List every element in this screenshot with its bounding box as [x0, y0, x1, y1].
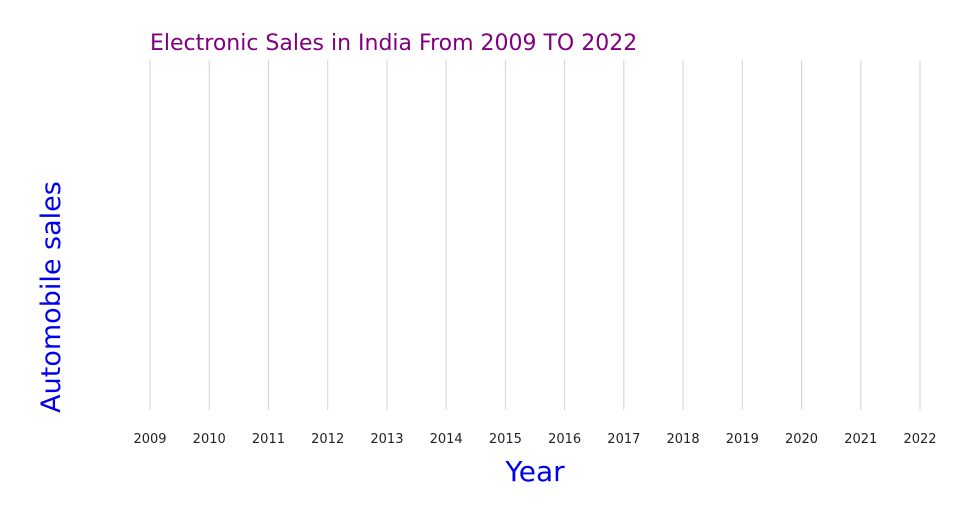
- x-tick-2019: 2019: [726, 432, 759, 447]
- x-tick-2014: 2014: [430, 432, 463, 447]
- x-tick-2013: 2013: [370, 432, 403, 447]
- x-axis-label: Year: [504, 455, 565, 488]
- x-tick-2022: 2022: [903, 432, 936, 447]
- x-tick-2016: 2016: [548, 432, 581, 447]
- vertical-grid: [149, 60, 921, 410]
- x-tick-2011: 2011: [252, 432, 285, 447]
- x-tick-2009: 2009: [133, 432, 166, 447]
- x-tick-2021: 2021: [844, 432, 877, 447]
- x-tick-2015: 2015: [489, 432, 522, 447]
- chart-title: Electronic Sales in India From 2009 TO 2…: [150, 31, 637, 56]
- x-tick-2018: 2018: [667, 432, 700, 447]
- x-tick-2020: 2020: [785, 432, 818, 447]
- x-tick-2017: 2017: [607, 432, 640, 447]
- y-axis-label: Automobile sales: [36, 181, 67, 413]
- x-tick-labels: 2009 2010 2011 2012 2013 2014 2015 2016 2017 2018…: [133, 432, 936, 447]
- x-tick-2012: 2012: [311, 432, 344, 447]
- x-tick-2010: 2010: [193, 432, 226, 447]
